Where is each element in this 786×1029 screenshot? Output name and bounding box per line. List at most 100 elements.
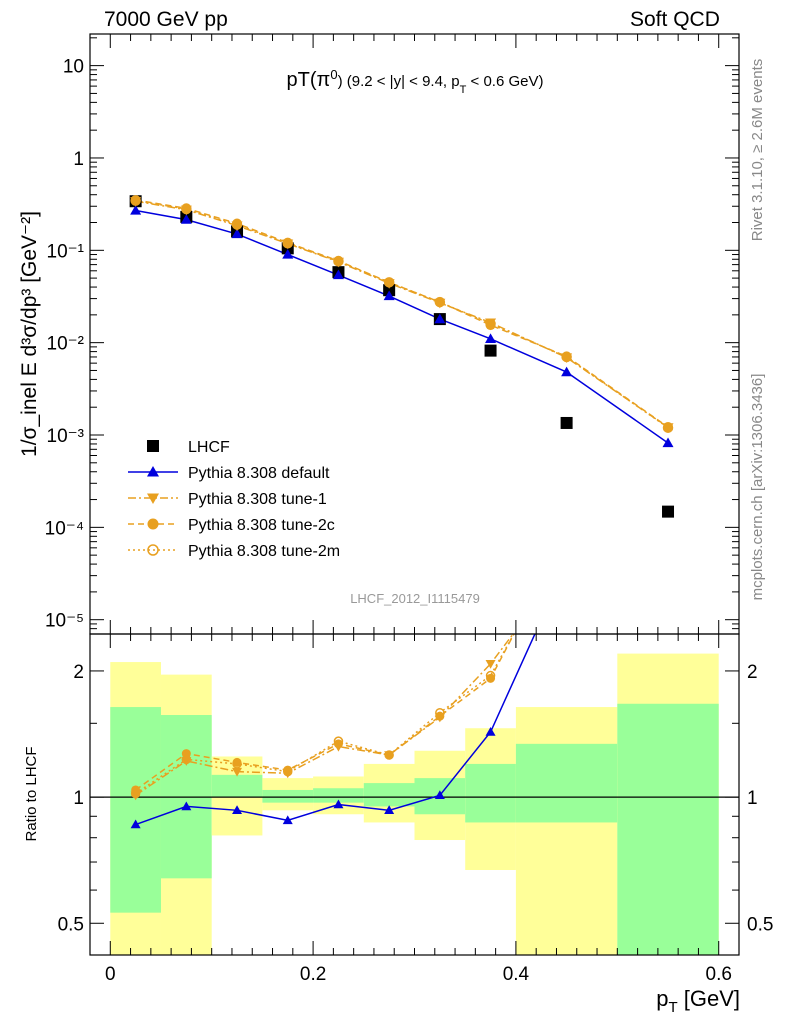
ratio-y-tick-label-right: 2 [747,662,758,683]
ratio-y-tick-label: 0.5 [58,914,84,935]
uncertainty-band-inner [617,703,719,955]
data-point [231,219,243,230]
data-point [181,203,192,215]
x-tick-label: 0.4 [503,964,530,985]
main-series-lines [135,199,669,444]
main-y-tick-label: 10⁻⁵ [45,611,84,632]
data-point [180,214,192,224]
ratio-data-point [282,766,293,777]
series-line-default [135,209,669,444]
uncertainty-band-inner [211,774,263,798]
legend-marker [147,466,159,477]
legend-entry-label: Pythia 8.308 default [188,465,330,482]
data-point [282,238,293,249]
legend-entry-label: Pythia 8.308 tune-1 [188,491,327,508]
ratio-data-point [435,707,445,718]
uncertainty-band-inner [515,743,618,823]
data-point [332,269,344,280]
data-point [130,195,141,206]
x-tick-label: 0.2 [300,964,326,985]
uncertainty-band-inner [313,788,364,803]
main-y-tick-label: 10⁻³ [47,426,85,447]
data-point [662,505,675,518]
main-y-tick-label: 10⁻⁴ [45,518,84,539]
legend: LHCF Pythia 8.308 default Pythia 8.308 tun… [128,439,340,560]
analysis-label: LHCF_2012_I1115479 [350,591,480,606]
energy-label: 7000 GeV pp [104,8,228,31]
uncertainty-band-inner [110,707,161,913]
main-y-tick-label: 10⁻¹ [47,241,85,262]
ratio-data-point [384,750,394,760]
data-point [384,277,395,288]
main-series-markers [129,195,675,518]
legend-entry-label: LHCF [188,439,230,456]
main-y-tick-label: 10⁻² [47,334,85,355]
legend-marker [147,518,159,530]
main-y-tick-label: 1 [73,149,84,170]
ratio-data-point [434,790,445,800]
ratio-data-point [232,767,243,777]
ratio-y-tick-label-right: 1 [747,788,758,809]
legend-entry-label: Pythia 8.308 tune-2c [188,517,335,534]
data-point [561,351,572,362]
ratio-series-line [135,634,515,796]
main-y-axis-label: 1/σ_inel E d³σ/dp³ [GeV⁻²] [18,211,41,457]
uncertainty-band-inner [465,763,516,823]
ratio-y-tick-label-right: 0.5 [747,914,773,935]
ratio-data-point [384,750,394,760]
data-point [383,277,395,288]
ratio-data-point [485,660,496,669]
ratio-data-point [333,736,344,746]
legend-marker [147,544,159,556]
series-line-tune-2 [135,200,669,428]
data-point [130,195,141,206]
ratio-data-point [384,805,395,815]
mcplots-label: mcplots.cern.ch [arXiv:1306.3436] [749,374,766,601]
ratio-data-point [282,815,293,825]
data-point [383,290,395,301]
ratio-data-point [130,791,141,801]
x-axis-label: pT [GeV] [656,986,740,1016]
data-point [383,284,396,297]
data-point [662,422,674,433]
ratio-data-point [333,799,344,809]
data-point [130,204,142,215]
ratio-data-point [181,757,192,766]
ratio-data-point [485,726,496,736]
chart-title: pT(π0) (9.2 < |y| < 9.4, pT < 0.6 GeV) [287,67,544,96]
legend-entry-label: Pythia 8.308 tune-2m [188,543,340,560]
ratio-data-point [333,739,343,749]
data-point [485,318,496,330]
data-point [333,256,344,267]
main-y-tick-label: 10 [63,57,84,78]
data-point [662,437,674,448]
data-point [561,366,573,377]
data-point [231,228,243,239]
x-tick-label: 0 [105,964,116,985]
data-point [561,351,572,363]
x-tick-label: 0.6 [706,964,732,985]
data-point [282,249,294,259]
data-point [434,297,445,308]
ratio-series-markers [130,660,496,829]
ratio-data-point [130,819,141,829]
uncertainty-band-inner [262,789,314,803]
ratio-uncertainty-bands [110,653,719,955]
legend-marker [147,440,159,452]
series-line-tune-4 [135,199,669,429]
ratio-y-tick-label: 2 [73,662,84,683]
main-ticks: 10 1 10⁻¹ 10⁻² 10⁻³ 10⁻⁴ 10⁻⁵ [45,34,739,635]
ratio-data-point [485,670,496,681]
ratio-data-point [181,801,192,811]
ratio-data-point [130,788,141,799]
ratio-data-point [486,673,496,683]
category-label: Soft QCD [630,8,720,31]
data-point [434,296,446,308]
data-point [434,313,446,324]
ratio-y-axis-label: Ratio to LHCF [23,746,40,841]
ratio-y-tick-label: 1 [73,788,84,809]
main-panel: 10 1 10⁻¹ 10⁻² 10⁻³ 10⁻⁴ 10⁻⁵ pT(π0) (9.2 < |y… [18,33,740,635]
data-point [484,344,497,357]
ratio-data-point [181,754,192,765]
